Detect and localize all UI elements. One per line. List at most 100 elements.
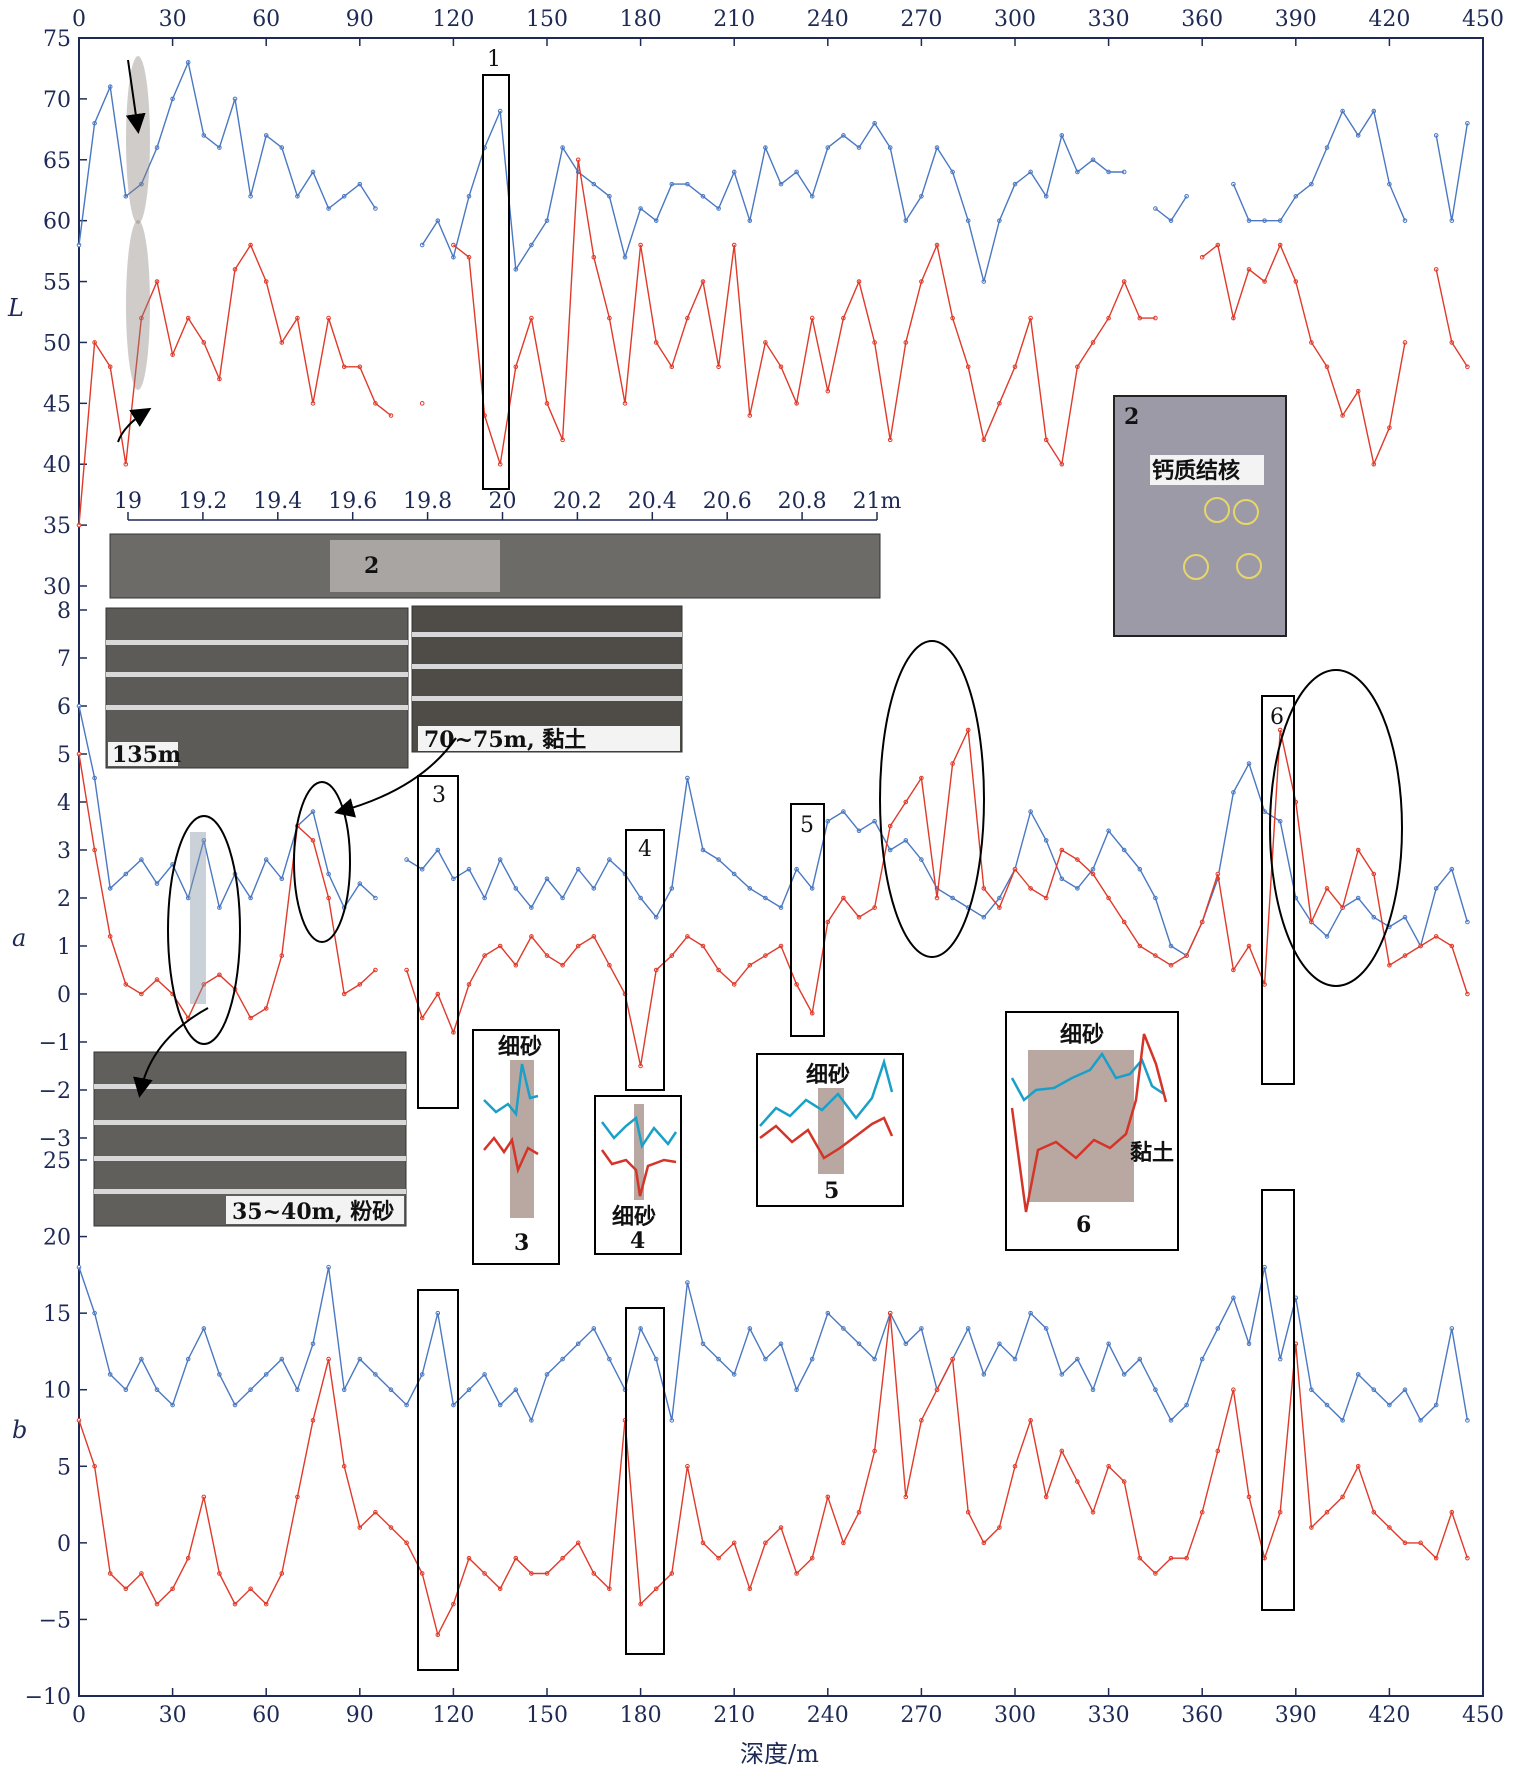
x-bottom-tick-label: 210 bbox=[713, 1703, 755, 1728]
ellipse-70-75m bbox=[293, 781, 351, 943]
inset-6-num: 6 bbox=[1076, 1212, 1091, 1238]
y-tick-label: 40 bbox=[43, 453, 71, 478]
x-bottom-tick-label: 390 bbox=[1275, 1703, 1317, 1728]
series-line bbox=[1201, 243, 1406, 467]
x-top-tick-label: 60 bbox=[252, 7, 280, 32]
inset-5-label: 细砂 bbox=[806, 1062, 850, 1088]
series-line bbox=[1435, 123, 1469, 221]
x-bottom-tick-label: 60 bbox=[252, 1703, 280, 1728]
y-tick-label: 5 bbox=[57, 743, 71, 768]
series-line bbox=[78, 1266, 1469, 1423]
inset-3-num: 3 bbox=[514, 1230, 529, 1256]
inset-3-label: 细砂 bbox=[498, 1034, 542, 1060]
x-bottom-tick-label: 360 bbox=[1181, 1703, 1223, 1728]
x-top-tick-label: 120 bbox=[432, 7, 474, 32]
x-bottom-tick-label: 0 bbox=[72, 1703, 86, 1728]
shade-35-40m bbox=[190, 832, 206, 1004]
y-tick-label: 35 bbox=[43, 514, 71, 539]
box-5: 5 bbox=[790, 803, 825, 1037]
series-line bbox=[78, 705, 376, 910]
inset-2: 2 钙质结核 bbox=[1113, 395, 1287, 637]
y-tick-label: 5 bbox=[57, 1455, 71, 1480]
box-1: 1 bbox=[482, 47, 510, 490]
box-b-1 bbox=[417, 1289, 459, 1671]
series-line bbox=[452, 159, 1156, 467]
inset-4-num: 4 bbox=[630, 1228, 645, 1254]
ellipse-35-40m bbox=[167, 815, 241, 1045]
y-tick-label: −5 bbox=[39, 1608, 71, 1633]
x-top-tick-label: 360 bbox=[1181, 7, 1223, 32]
inset-4-label: 细砂 bbox=[612, 1204, 656, 1230]
y-tick-label: 20 bbox=[43, 1226, 71, 1251]
x-bottom-tick-label: 90 bbox=[346, 1703, 374, 1728]
series-line bbox=[78, 60, 376, 246]
y-tick-label: 1 bbox=[57, 935, 71, 960]
x-bottom-tick-label: 270 bbox=[900, 1703, 942, 1728]
y-tick-label: −3 bbox=[39, 1127, 71, 1152]
core-scale-label: 21m bbox=[853, 489, 902, 514]
inset-6: 细砂 黏土 6 bbox=[1005, 1011, 1179, 1251]
x-bottom-tick-label: 300 bbox=[994, 1703, 1036, 1728]
x-top-tick-label: 210 bbox=[713, 7, 755, 32]
inset-2-title: 钙质结核 bbox=[1152, 458, 1240, 484]
x-top-tick-label: 0 bbox=[72, 7, 86, 32]
inset-3: 细砂 3 bbox=[472, 1029, 560, 1265]
box-3: 3 bbox=[417, 775, 459, 1109]
core-scale-label: 20.2 bbox=[553, 489, 602, 514]
core-scale-label: 19.6 bbox=[328, 489, 377, 514]
core-scale: 19 19.2 19.4 19.6 19.8 20 20.2 20.4 20.6 20.8 21m bbox=[114, 489, 902, 521]
core-scale-label: 19.8 bbox=[403, 489, 452, 514]
data-point bbox=[419, 401, 425, 406]
core-scale-label: 19.2 bbox=[178, 489, 227, 514]
box-4: 4 bbox=[625, 829, 665, 1091]
y-tick-label: 7 bbox=[57, 647, 71, 672]
photo-135m-label: 135m bbox=[112, 742, 181, 768]
x-top-tick-label: 150 bbox=[526, 7, 568, 32]
photo-70-75m-label: 70~75m, 黏土 bbox=[424, 727, 586, 753]
x-bottom-tick-label: 420 bbox=[1368, 1703, 1410, 1728]
photo-135m: 135m bbox=[105, 607, 409, 769]
y-tick-label: −2 bbox=[39, 1079, 71, 1104]
y-tick-label: −10 bbox=[25, 1685, 71, 1710]
y-tick-label: 0 bbox=[57, 983, 71, 1008]
x-top-tick-label: 240 bbox=[807, 7, 849, 32]
x-bottom-tick-label: 330 bbox=[1088, 1703, 1130, 1728]
x-top-tick-label: 450 bbox=[1462, 7, 1504, 32]
x-top-tick-label: 270 bbox=[900, 7, 942, 32]
shade-ellipse-top bbox=[126, 56, 150, 224]
core-scale-label: 19.4 bbox=[253, 489, 302, 514]
axes: 0 30 60 90 120 150 180 210 240 270 300 330 360 390 420… bbox=[25, 7, 1504, 1728]
inset-6-label2: 黏土 bbox=[1130, 1140, 1174, 1166]
arrow-top bbox=[125, 59, 146, 134]
x-top-tick-label: 330 bbox=[1088, 7, 1130, 32]
core-scale-label: 20.4 bbox=[628, 489, 677, 514]
inset-5-num: 5 bbox=[824, 1178, 839, 1204]
core-strip-highlight bbox=[330, 540, 500, 592]
y-tick-label: 25 bbox=[43, 1149, 71, 1174]
y-tick-label: 0 bbox=[57, 1532, 71, 1557]
core-scale-label: 19 bbox=[114, 489, 142, 514]
series-line bbox=[406, 761, 1469, 957]
series-line bbox=[78, 243, 392, 526]
ylabel-b: b bbox=[12, 1416, 27, 1444]
series-line bbox=[78, 1313, 1469, 1637]
x-top-tick-label: 180 bbox=[620, 7, 662, 32]
box-3-label: 3 bbox=[432, 783, 446, 808]
x-top-tick-label: 30 bbox=[159, 7, 187, 32]
box-6-label: 6 bbox=[1270, 705, 1284, 730]
y-tick-label: 45 bbox=[43, 392, 71, 417]
series-line bbox=[1154, 195, 1188, 222]
x-bottom-tick-label: 30 bbox=[159, 1703, 187, 1728]
series-line bbox=[1232, 109, 1406, 222]
series-line bbox=[421, 110, 1125, 282]
box-b-3 bbox=[1261, 1189, 1295, 1611]
xlabel: 深度/m bbox=[740, 1740, 819, 1768]
y-tick-label: 70 bbox=[43, 88, 71, 113]
inset-2-num: 2 bbox=[1124, 404, 1139, 430]
series-line bbox=[1435, 269, 1468, 368]
x-top-tick-label: 390 bbox=[1275, 7, 1317, 32]
shade-ellipse-bottom bbox=[126, 220, 150, 390]
y-tick-label: 55 bbox=[43, 271, 71, 296]
x-bottom-tick-label: 450 bbox=[1462, 1703, 1504, 1728]
